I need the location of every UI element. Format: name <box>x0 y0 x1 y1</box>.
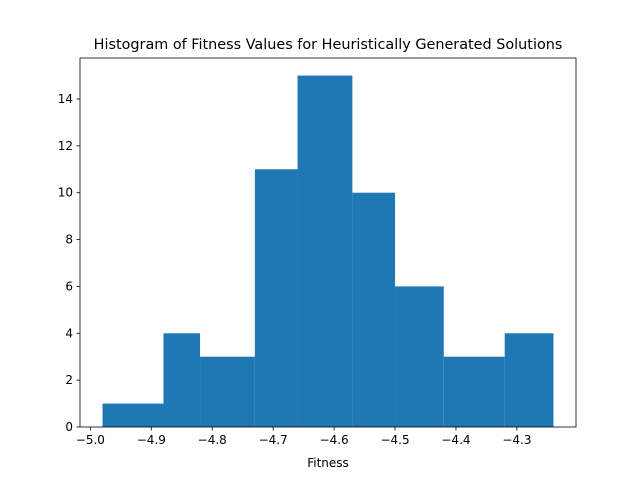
y-tick-label: 4 <box>65 326 73 340</box>
histogram-bar-7 <box>395 286 444 427</box>
histogram-bar-9 <box>504 333 554 427</box>
histogram-bar-6 <box>352 192 396 427</box>
x-tick-label: −4.8 <box>198 433 227 447</box>
y-axis-ticks: 0 2 4 6 8 10 12 14 <box>58 92 80 434</box>
y-tick-label: 2 <box>65 373 73 387</box>
x-tick-label: −4.3 <box>502 433 531 447</box>
x-tick-label: −4.4 <box>441 433 470 447</box>
x-axis-ticks: −5.0 −4.9 −4.8 −4.7 −4.6 −4.5 −4.4 −4.3 <box>76 427 531 447</box>
histogram-bar-1 <box>102 403 164 427</box>
y-tick-label: 10 <box>58 186 73 200</box>
y-tick-label: 12 <box>58 139 73 153</box>
histogram-bar-4 <box>254 169 298 428</box>
x-tick-label: −5.0 <box>76 433 105 447</box>
y-tick-label: 8 <box>65 233 73 247</box>
histogram-bar-2 <box>163 333 201 427</box>
x-tick-label: −4.9 <box>137 433 166 447</box>
x-tick-label: −4.7 <box>259 433 288 447</box>
y-tick-label: 6 <box>65 279 73 293</box>
x-tick-label: −4.6 <box>320 433 349 447</box>
histogram-bar-5 <box>297 75 353 428</box>
y-tick-label: 14 <box>58 92 73 106</box>
histogram-bar-3 <box>200 356 255 427</box>
histogram-bars <box>102 75 554 428</box>
chart-title: Histogram of Fitness Values for Heuristi… <box>94 37 563 53</box>
histogram-bar-8 <box>443 356 505 427</box>
plot-frame <box>79 57 577 428</box>
x-tick-label: −4.5 <box>380 433 409 447</box>
y-tick-label: 0 <box>65 420 73 434</box>
x-axis-label: Fitness <box>307 456 349 470</box>
